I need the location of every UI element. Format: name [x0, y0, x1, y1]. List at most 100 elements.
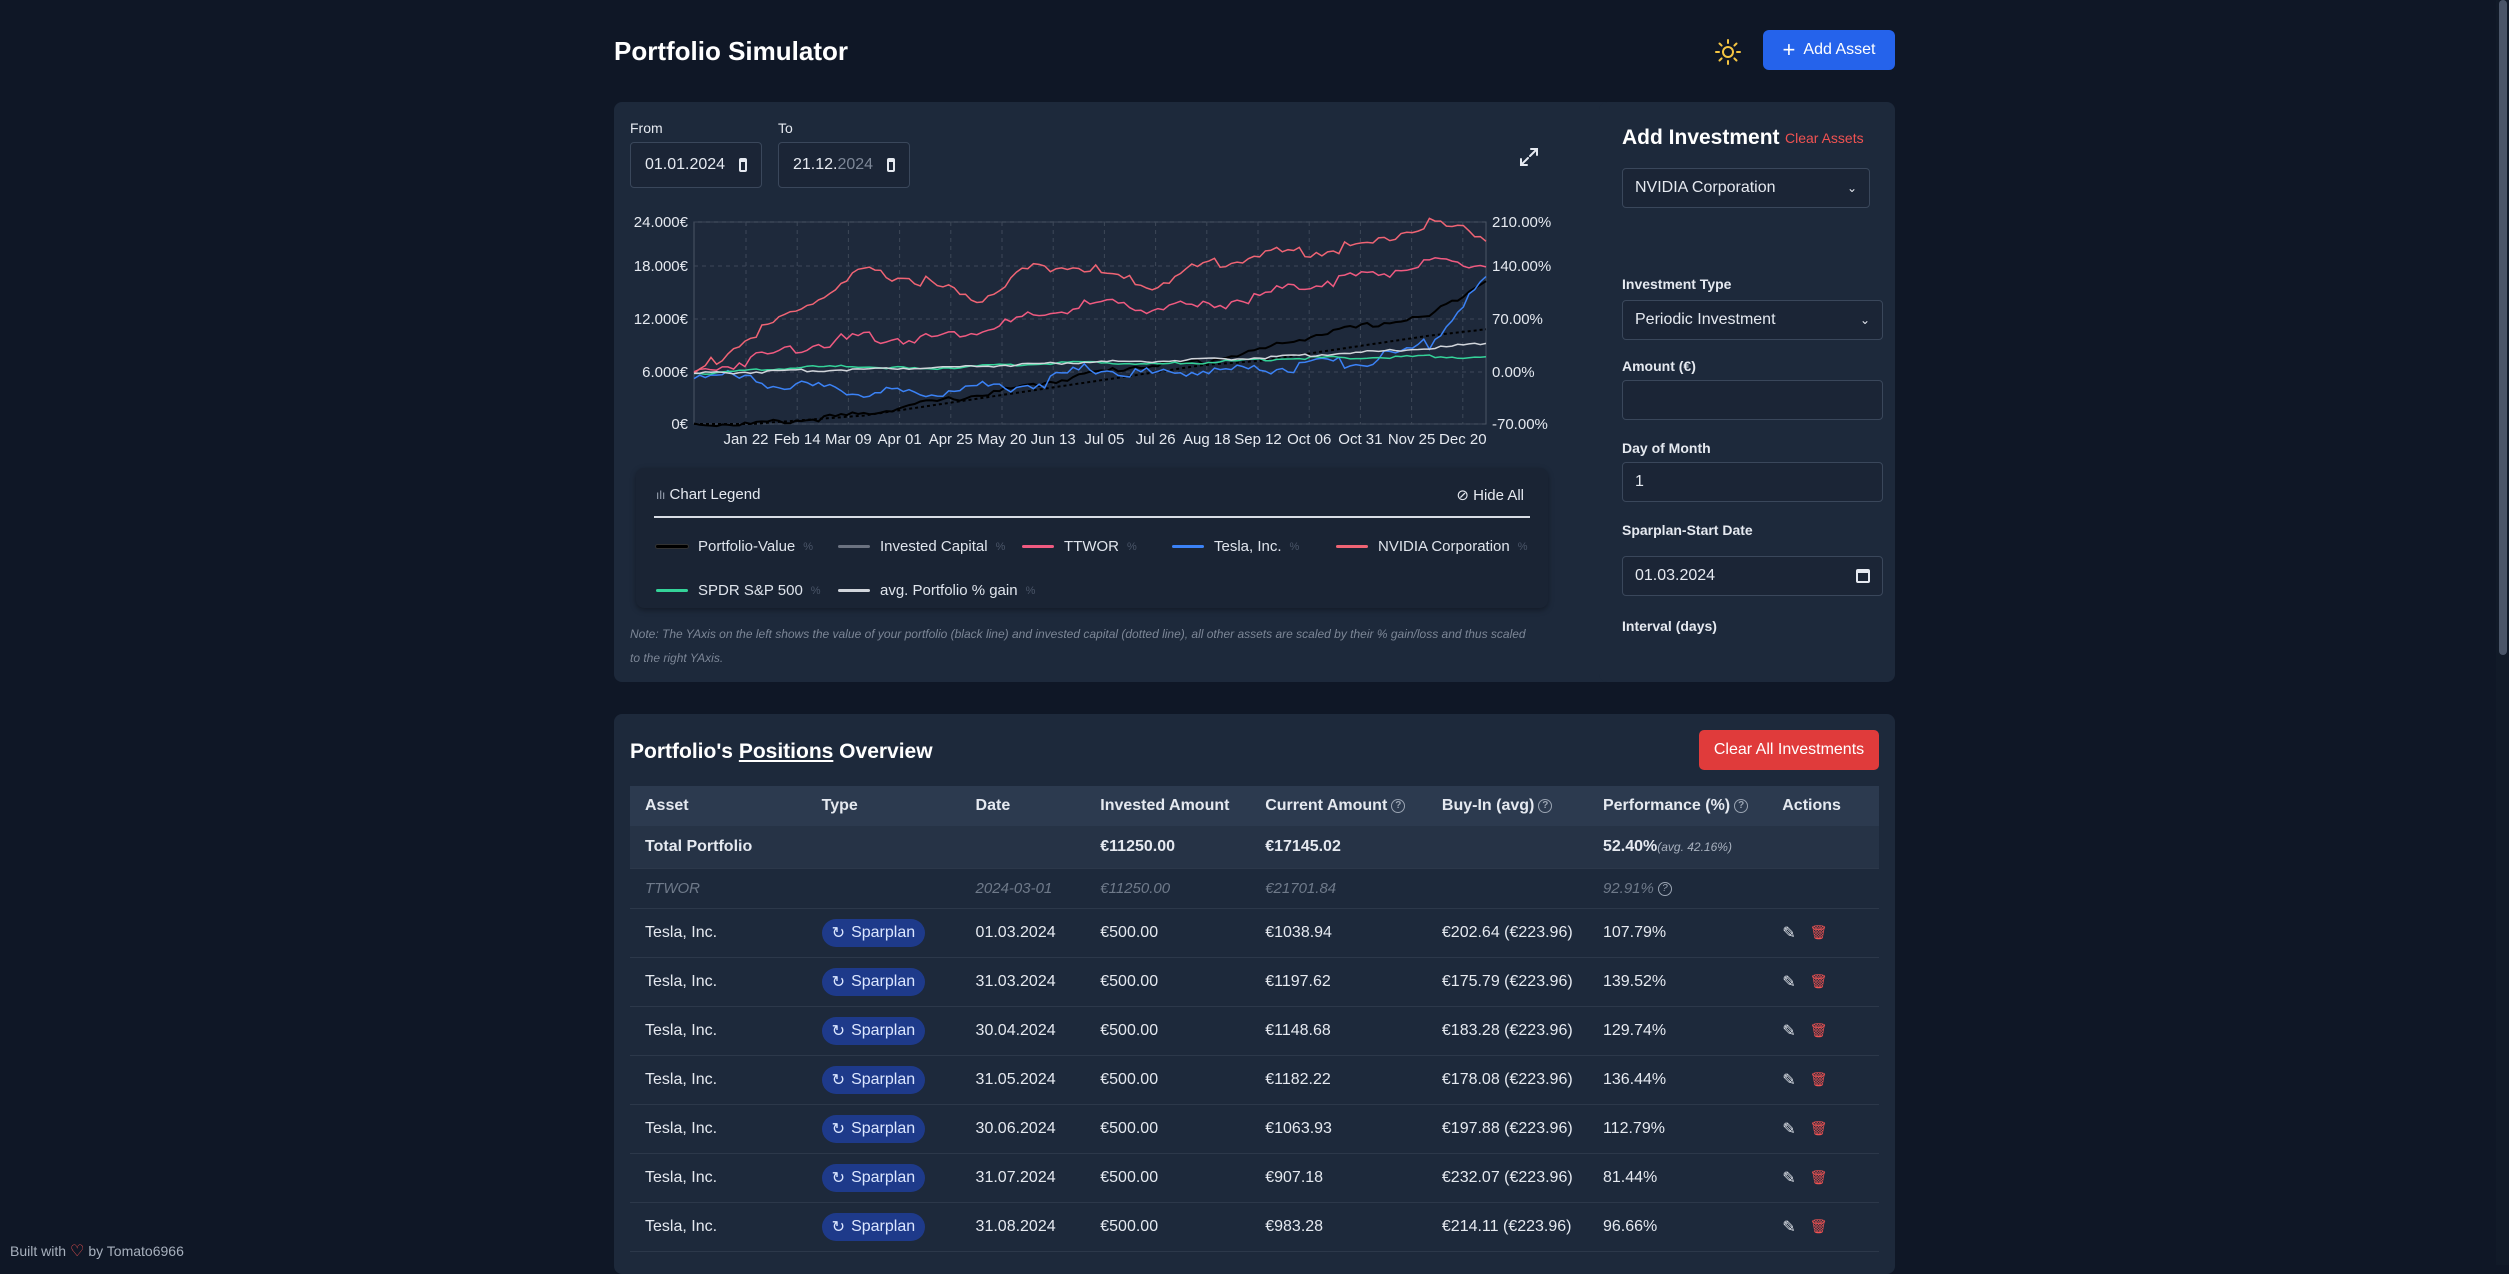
trash-icon[interactable]: 🗑 — [1809, 1022, 1828, 1038]
total-row: Total Portfolio €11250.00 €17145.02 52.40%(… — [630, 826, 1879, 869]
asset-select[interactable]: NVIDIA Corporation ⌄ — [1622, 168, 1870, 208]
day-of-month-input[interactable]: 1 — [1622, 462, 1883, 502]
legend-swatch — [1022, 545, 1054, 548]
percent-toggle-icon[interactable]: % — [1289, 540, 1300, 553]
refresh-icon: ↻ — [831, 1071, 846, 1089]
table-row: Tesla, Inc. ↻ Sparplan 30.06.2024 €500.00 €10… — [630, 1104, 1879, 1154]
help-icon[interactable]: ? — [1538, 798, 1553, 813]
amount-input[interactable] — [1622, 380, 1883, 420]
clear-all-investments-button[interactable]: Clear All Investments — [1699, 730, 1879, 770]
series-line — [694, 354, 1487, 376]
clear-assets-link[interactable]: Clear Assets — [1785, 130, 1864, 146]
to-date-input[interactable]: 21.12.2024 — [778, 142, 910, 188]
add-asset-button[interactable]: + Add Asset — [1763, 30, 1895, 70]
trash-icon[interactable]: 🗑 — [1809, 973, 1828, 989]
series-line — [693, 275, 1487, 398]
investment-type-select[interactable]: Periodic Investment ⌄ — [1622, 300, 1883, 340]
portfolio-chart: 24.000€ 18.000€ 12.000€ 6.000€ 0€ 210.00% 140.… — [634, 214, 1551, 448]
left-tick-label: 12.000€ — [634, 311, 689, 328]
percent-toggle-icon[interactable]: % — [810, 584, 821, 597]
trash-icon[interactable]: 🗑 — [1809, 924, 1828, 940]
edit-icon[interactable]: ✎ — [1782, 1169, 1796, 1187]
plus-icon: + — [1782, 37, 1796, 62]
start-date-input[interactable]: 01.03.2024 — [1622, 556, 1883, 596]
column-header: Invested Amount — [1085, 786, 1251, 826]
x-tick-label: Aug 18 — [1183, 431, 1231, 448]
table-row: Tesla, Inc. ↻ Sparplan 31.08.2024 €500.00 €98… — [630, 1202, 1879, 1252]
column-header: Current Amount? — [1250, 786, 1427, 826]
add-investment-card: Add Investment Clear Assets NVIDIA Corpo… — [1599, 102, 1895, 682]
legend-label: TTWOR — [1064, 538, 1119, 555]
calendar-icon[interactable] — [1856, 569, 1870, 583]
x-tick-label: Jul 05 — [1084, 431, 1124, 448]
expand-icon[interactable] — [1518, 146, 1540, 168]
from-date-input[interactable]: 01.01.2024 — [630, 142, 762, 188]
help-icon[interactable]: ? — [1657, 881, 1672, 896]
legend-label: Invested Capital — [880, 538, 988, 555]
legend-item[interactable]: Invested Capital% — [838, 538, 1005, 555]
trash-icon[interactable]: 🗑 — [1809, 1120, 1828, 1136]
percent-toggle-icon[interactable]: % — [1517, 540, 1528, 553]
help-icon[interactable]: ? — [1391, 798, 1406, 813]
footer-built-text: Built with — [10, 1243, 67, 1259]
edit-icon[interactable]: ✎ — [1782, 924, 1796, 942]
percent-toggle-icon[interactable]: % — [1126, 540, 1137, 553]
scrollbar[interactable] — [2496, 0, 2509, 1265]
footer: Built with ♡ by Tomato6966 — [10, 1241, 184, 1261]
legend-item[interactable]: avg. Portfolio % gain% — [838, 582, 1035, 599]
legend-item[interactable]: Portfolio-Value% — [656, 538, 813, 555]
legend-swatch — [1172, 545, 1204, 548]
column-header: Actions — [1767, 786, 1879, 826]
legend-item[interactable]: NVIDIA Corporation% — [1336, 538, 1528, 555]
trash-icon[interactable]: 🗑 — [1809, 1218, 1828, 1234]
positions-card: Portfolio's Positions Overview Clear All… — [614, 714, 1895, 1274]
sparplan-badge: ↻ Sparplan — [821, 1163, 926, 1192]
trash-icon[interactable]: 🗑 — [1809, 1071, 1828, 1087]
edit-icon[interactable]: ✎ — [1782, 973, 1796, 991]
x-tick-label: May 20 — [977, 431, 1026, 448]
percent-toggle-icon[interactable]: % — [995, 540, 1006, 553]
right-tick-label: 70.00% — [1492, 311, 1543, 328]
legend-item[interactable]: TTWOR% — [1022, 538, 1137, 555]
edit-icon[interactable]: ✎ — [1782, 1071, 1796, 1089]
left-tick-label: 18.000€ — [634, 258, 689, 275]
footer-author[interactable]: by Tomato6966 — [88, 1243, 184, 1259]
left-tick-label: 6.000€ — [642, 364, 689, 381]
x-tick-label: Jul 26 — [1136, 431, 1176, 448]
legend-label: NVIDIA Corporation — [1378, 538, 1510, 555]
calendar-icon[interactable] — [887, 158, 895, 172]
legend-item[interactable]: SPDR S&P 500% — [656, 582, 821, 599]
header: Portfolio Simulator + Add Asset — [614, 30, 1895, 74]
edit-icon[interactable]: ✎ — [1782, 1120, 1796, 1138]
chart-card: From 01.01.2024 To 21.12.2024 24.000€ 18.… — [614, 102, 1667, 682]
percent-toggle-icon[interactable]: % — [803, 540, 814, 553]
legend-item[interactable]: Tesla, Inc.% — [1172, 538, 1299, 555]
right-tick-label: 0.00% — [1492, 364, 1535, 381]
sparplan-badge: ↻ Sparplan — [821, 918, 926, 947]
interval-label: Interval (days) — [1622, 618, 1717, 634]
help-icon[interactable]: ? — [1734, 798, 1749, 813]
column-header: Asset — [630, 786, 807, 826]
sparplan-badge: ↻ Sparplan — [821, 1114, 926, 1143]
right-tick-label: -70.00% — [1492, 416, 1548, 433]
scrollbar-thumb[interactable] — [2499, 0, 2507, 655]
chevron-down-icon: ⌄ — [1859, 313, 1870, 327]
legend-swatch — [1336, 545, 1368, 548]
sun-icon[interactable] — [1714, 38, 1742, 66]
x-tick-label: Sep 12 — [1234, 431, 1282, 448]
percent-toggle-icon[interactable]: % — [1025, 584, 1036, 597]
ttwor-row: TTWOR 2024-03-01 €11250.00 €21701.84 92.91%? — [630, 868, 1879, 909]
add-investment-title: Add Investment — [1622, 126, 1780, 149]
x-tick-label: Oct 31 — [1338, 431, 1382, 448]
edit-icon[interactable]: ✎ — [1782, 1218, 1796, 1236]
right-tick-label: 140.00% — [1492, 258, 1551, 275]
sparplan-badge: ↻ Sparplan — [821, 1016, 926, 1045]
investment-type-label: Investment Type — [1622, 276, 1732, 292]
trash-icon[interactable]: 🗑 — [1809, 1169, 1828, 1185]
calendar-icon[interactable] — [739, 158, 747, 172]
edit-icon[interactable]: ✎ — [1782, 1022, 1796, 1040]
x-tick-label: Feb 14 — [774, 431, 821, 448]
hide-all-button[interactable]: ⊘ Hide All — [1456, 487, 1524, 504]
chevron-down-icon: ⌄ — [1846, 181, 1857, 195]
legend-label: SPDR S&P 500 — [698, 582, 803, 599]
